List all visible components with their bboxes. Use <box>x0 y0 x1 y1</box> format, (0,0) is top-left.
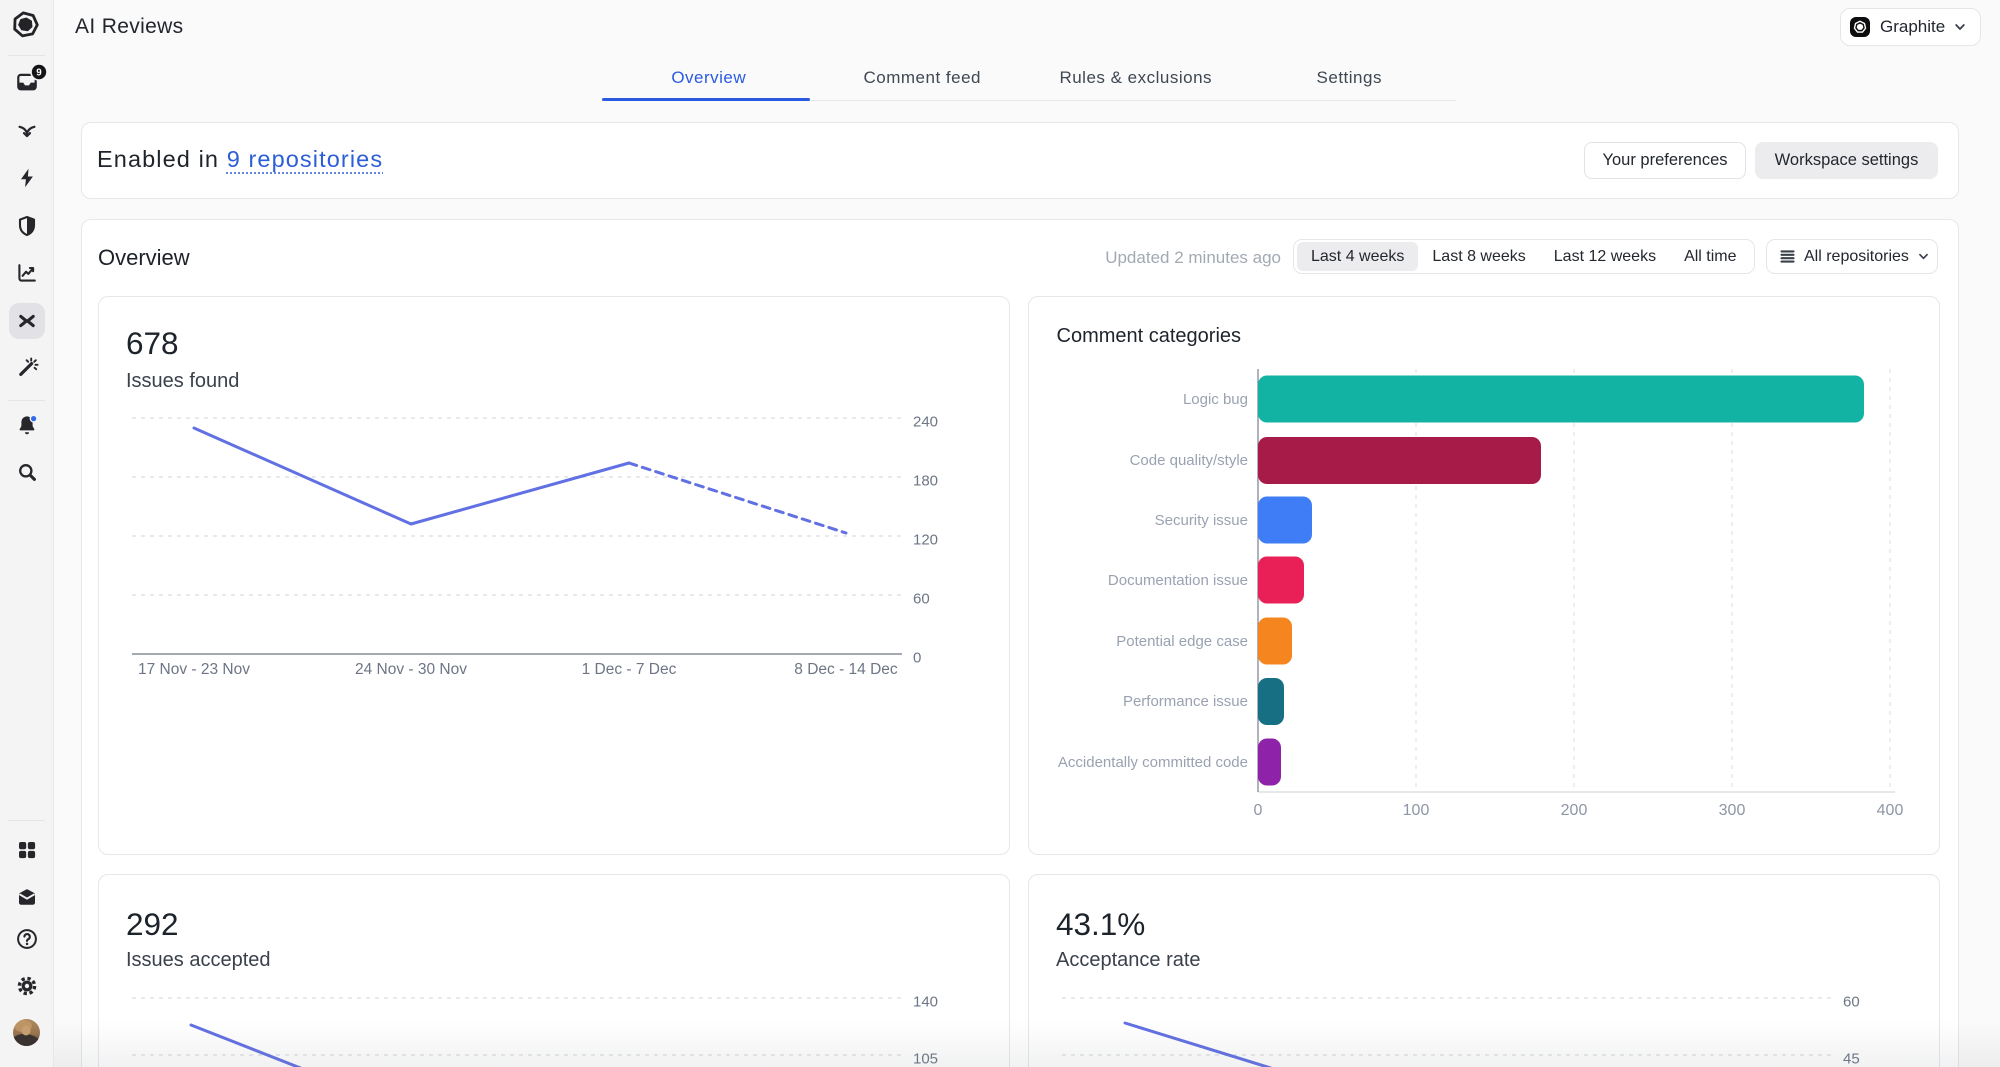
svg-text:1 Dec - 7 Dec: 1 Dec - 7 Dec <box>582 661 677 678</box>
svg-text:17 Nov - 23 Nov: 17 Nov - 23 Nov <box>138 661 250 678</box>
svg-text:9: 9 <box>36 67 42 78</box>
svg-text:24 Nov - 30 Nov: 24 Nov - 30 Nov <box>355 661 467 678</box>
svg-text:140: 140 <box>913 994 938 1011</box>
svg-text:45: 45 <box>1843 1051 1860 1067</box>
svg-text:180: 180 <box>913 473 938 490</box>
svg-text:Performance issue: Performance issue <box>1123 693 1248 710</box>
svg-text:Logic bug: Logic bug <box>1183 391 1248 408</box>
svg-text:Security issue: Security issue <box>1155 512 1248 529</box>
svg-text:60: 60 <box>913 591 930 608</box>
svg-text:400: 400 <box>1877 802 1904 819</box>
svg-text:8 Dec - 14 Dec: 8 Dec - 14 Dec <box>794 661 898 678</box>
svg-text:300: 300 <box>1719 802 1746 819</box>
svg-text:60: 60 <box>1843 994 1860 1011</box>
svg-text:Code quality/style: Code quality/style <box>1130 452 1248 469</box>
svg-text:0: 0 <box>913 650 921 667</box>
svg-text:105: 105 <box>913 1051 938 1067</box>
svg-text:Potential edge case: Potential edge case <box>1116 633 1248 650</box>
svg-text:240: 240 <box>913 414 938 431</box>
svg-text:0: 0 <box>1254 802 1263 819</box>
svg-text:200: 200 <box>1561 802 1588 819</box>
svg-text:120: 120 <box>913 532 938 549</box>
svg-text:Accidentally committed code: Accidentally committed code <box>1058 754 1248 771</box>
svg-text:100: 100 <box>1403 802 1430 819</box>
svg-text:Documentation issue: Documentation issue <box>1108 572 1248 589</box>
